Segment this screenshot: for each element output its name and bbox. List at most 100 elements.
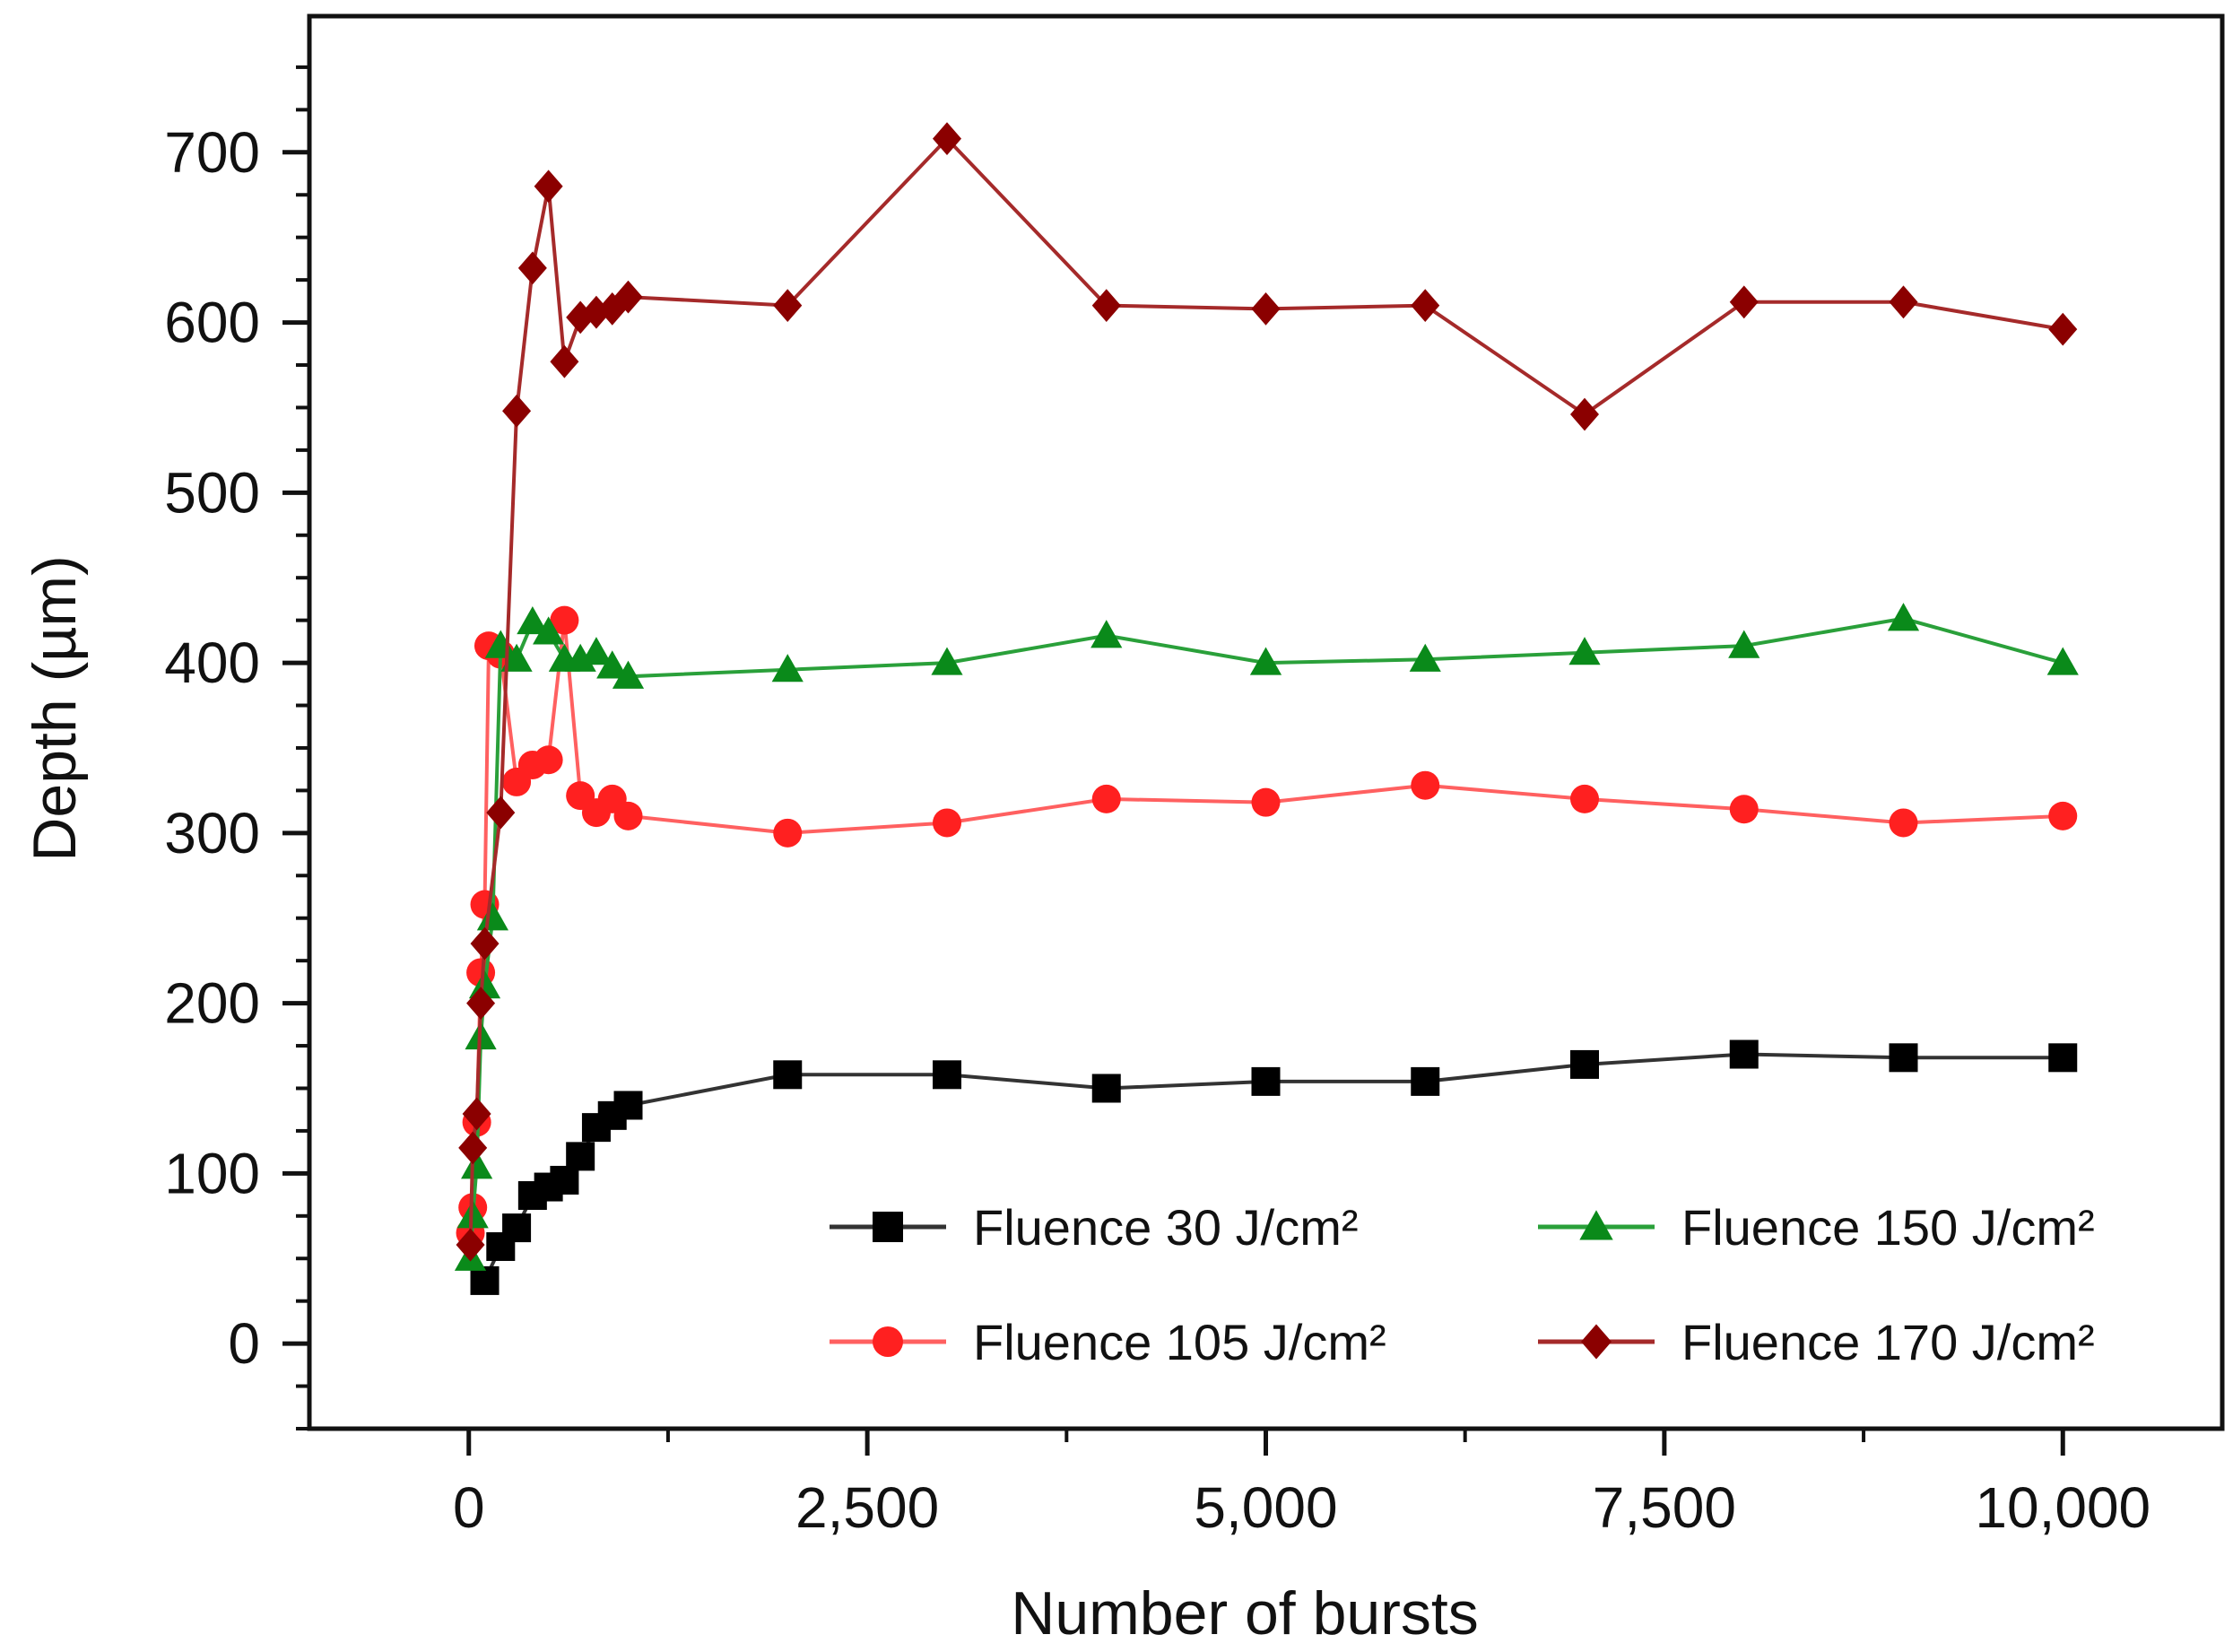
y-tick-label: 200 [164, 971, 260, 1036]
data-point [613, 280, 643, 314]
axis-ticks: 0 100 200 300 400 500 600 700 0 2,500 5,000 7,500 10… [164, 65, 2150, 1540]
data-point [470, 1265, 500, 1295]
data-point [517, 605, 549, 635]
y-tick-label: 100 [164, 1141, 260, 1205]
data-point [612, 660, 645, 689]
data-point [581, 295, 611, 329]
data-point [1887, 603, 1920, 631]
data-point [933, 808, 961, 838]
data-point [550, 344, 579, 378]
data-point [1729, 1039, 1759, 1069]
data-point [534, 170, 563, 204]
series-fluence-170 [456, 122, 2078, 1262]
data-point [2048, 801, 2078, 830]
legend-label: Fluence 30 J/cm² [973, 1199, 1359, 1256]
data-point [1568, 637, 1601, 665]
data-point [486, 796, 516, 830]
data-point [566, 1142, 595, 1171]
data-point [461, 1151, 493, 1179]
data-point [534, 745, 563, 775]
y-axis-label: Depth (µm) [21, 555, 89, 861]
data-point [1091, 784, 1121, 813]
x-tick-label: 10,000 [1975, 1475, 2150, 1540]
data-point [462, 1097, 491, 1131]
legend-item-fluence-170: Fluence 170 J/cm² [1538, 1314, 2095, 1370]
y-tick-label: 300 [164, 801, 260, 865]
data-point [458, 1131, 488, 1165]
legend: Fluence 30 J/cm² Fluence 105 J/cm² Fluence… [830, 1199, 2095, 1370]
data-point [2046, 647, 2079, 675]
data-point [533, 616, 565, 645]
x-tick-label: 0 [453, 1475, 485, 1540]
y-tick-label: 0 [228, 1311, 260, 1376]
data-point [500, 643, 533, 672]
x-tick-label: 7,500 [1593, 1475, 1736, 1540]
x-tick-label: 2,500 [795, 1475, 939, 1540]
x-axis-label: Number of bursts [1011, 1579, 1479, 1648]
legend-item-fluence-30: Fluence 30 J/cm² [830, 1199, 1359, 1256]
data-point [470, 926, 500, 961]
data-point [1411, 1066, 1440, 1096]
data-point [1570, 397, 1599, 431]
series-fluence-30 [470, 1039, 2078, 1295]
data-point [517, 251, 547, 285]
data-point [1090, 620, 1123, 648]
data-point [580, 637, 613, 665]
data-point [933, 1060, 961, 1090]
series-fluence-150 [454, 603, 2079, 1271]
data-point [1411, 289, 1440, 322]
data-point [1728, 630, 1760, 658]
data-point [1249, 647, 1282, 675]
legend-marker [1581, 1324, 1612, 1360]
data-point [550, 605, 579, 635]
data-point [476, 902, 509, 931]
data-point [1251, 1066, 1281, 1096]
legend-marker [873, 1326, 903, 1357]
series-fluence-105 [456, 605, 2078, 1248]
data-point [1251, 787, 1281, 817]
legend-label: Fluence 170 J/cm² [1681, 1314, 2095, 1370]
y-tick-label: 700 [164, 120, 260, 185]
data-point [773, 1060, 803, 1090]
data-point [613, 1091, 643, 1120]
legend-label: Fluence 105 J/cm² [973, 1314, 1386, 1370]
y-tick-label: 500 [164, 460, 260, 525]
data-point [596, 650, 629, 679]
data-point [773, 818, 803, 848]
data-point [1251, 291, 1281, 326]
legend-marker [1579, 1210, 1613, 1240]
y-tick-label: 600 [164, 291, 260, 355]
data-point [771, 654, 804, 683]
data-point [466, 987, 496, 1021]
legend-marker [873, 1212, 903, 1242]
legend-item-fluence-105: Fluence 105 J/cm² [830, 1314, 1386, 1370]
data-point [2048, 1043, 2078, 1073]
data-point [2048, 312, 2078, 346]
data-point [613, 801, 643, 830]
data-point [502, 1213, 532, 1243]
data-point [1091, 289, 1121, 322]
y-tick-label: 400 [164, 630, 260, 695]
data-point [933, 122, 961, 156]
x-tick-label: 5,000 [1194, 1475, 1337, 1540]
data-point [1889, 808, 1918, 838]
legend-item-fluence-150: Fluence 150 J/cm² [1538, 1199, 2095, 1256]
data-point [502, 394, 532, 428]
data-point [1889, 1043, 1918, 1073]
series-line [468, 616, 2064, 1259]
legend-label: Fluence 150 J/cm² [1681, 1199, 2095, 1256]
data-point [773, 289, 803, 322]
data-point [1570, 1049, 1599, 1079]
data-point [1889, 285, 1918, 319]
series-line [468, 620, 2064, 1233]
data-point [1409, 643, 1441, 672]
data-point [1729, 795, 1759, 824]
data-point [1729, 285, 1759, 319]
data-point [931, 647, 963, 675]
data-point [1411, 770, 1440, 800]
data-point [456, 1228, 485, 1262]
data-point [1570, 784, 1599, 813]
data-series [454, 122, 2079, 1295]
data-point [1091, 1074, 1121, 1103]
